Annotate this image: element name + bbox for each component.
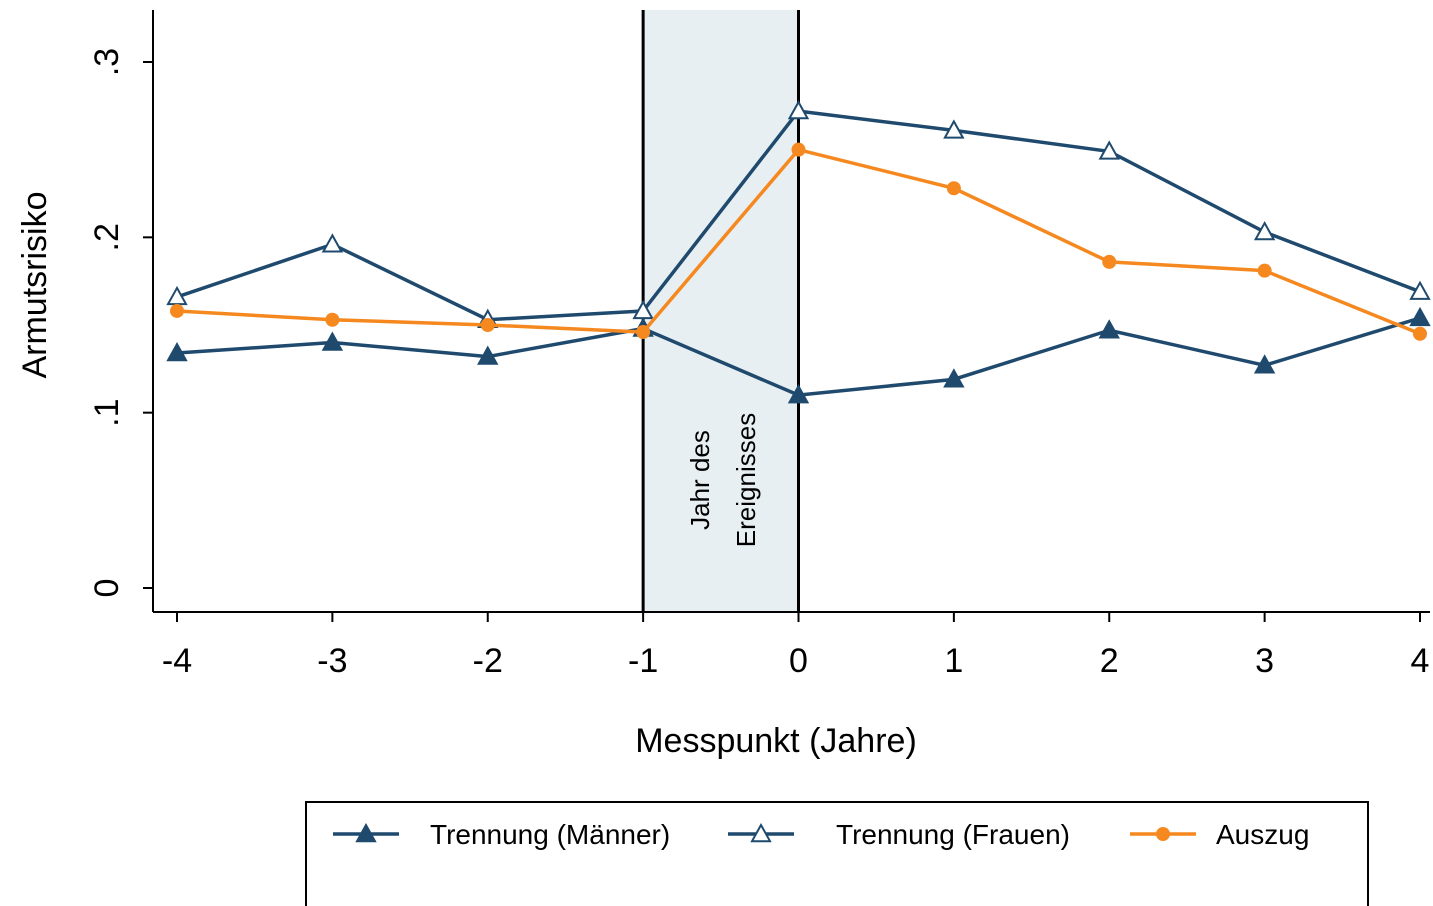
- data-point: [1253, 221, 1276, 241]
- y-tick-label: .2: [88, 223, 126, 251]
- data-point: [1409, 280, 1431, 300]
- x-tick-label: 1: [944, 642, 963, 680]
- data-point: [1413, 326, 1427, 341]
- data-point: [943, 119, 965, 139]
- legend-marker: [750, 822, 772, 843]
- data-point: [943, 368, 965, 388]
- event-year-band: [643, 10, 799, 612]
- y-tick-label: .1: [88, 398, 126, 426]
- y-axis-title: Armutsrisiko: [16, 191, 54, 378]
- x-tick-label: 0: [789, 642, 808, 680]
- legend-item: Trennung (Frauen): [728, 819, 1070, 850]
- data-point: [1409, 306, 1431, 327]
- data-point: [1098, 319, 1120, 339]
- event-year-region: Jahr des Ereignisses: [641, 10, 800, 612]
- data-point: [1253, 354, 1276, 374]
- data-point: [791, 142, 806, 157]
- data-point: [632, 299, 654, 320]
- x-tick-label: -3: [317, 642, 347, 680]
- legend-label: Trennung (Männer): [430, 819, 670, 850]
- event-label-line: Ereignisses: [731, 413, 761, 547]
- x-axis-title: Messpunkt (Jahre): [635, 722, 917, 760]
- x-tick-label: 3: [1255, 642, 1274, 680]
- y-tick-label: .3: [88, 48, 126, 76]
- data-point: [166, 341, 188, 362]
- legend-label: Trennung (Frauen): [836, 819, 1070, 850]
- legend: Trennung (Männer) Trennung (Frauen) Auszug: [305, 801, 1369, 906]
- data-point: [1098, 140, 1120, 160]
- series-lines: [166, 100, 1431, 404]
- series-3: [170, 142, 1427, 341]
- data-point: [477, 345, 499, 365]
- event-label-line: Jahr des: [685, 430, 715, 530]
- x-tick-label: 4: [1411, 642, 1430, 680]
- legend-item: Trennung (Männer): [333, 819, 670, 850]
- data-point: [480, 318, 495, 332]
- data-point: [1102, 254, 1117, 269]
- legend-marker: [1156, 827, 1170, 841]
- x-tick-label: -2: [473, 642, 503, 680]
- legend-label: Auszug: [1216, 819, 1309, 850]
- legend-item: Auszug: [1130, 819, 1309, 850]
- axes: 0 .1 .2 .3 -4 -3 -2 -1 0 1 2 3 4: [88, 10, 1430, 680]
- x-tick-label: -1: [628, 642, 658, 680]
- x-tick-label: -4: [162, 642, 192, 680]
- data-point: [1257, 263, 1272, 278]
- data-point: [321, 331, 344, 351]
- legend-box: [305, 801, 1369, 906]
- data-point: [321, 233, 344, 253]
- x-tick-label: 2: [1100, 642, 1119, 680]
- legend-marker: [355, 822, 377, 843]
- data-point: [170, 303, 184, 318]
- data-point: [946, 181, 961, 196]
- y-tick-label: 0: [88, 579, 126, 598]
- data-point: [636, 325, 651, 340]
- data-point: [787, 384, 810, 404]
- data-point: [325, 312, 340, 327]
- series-1: [166, 306, 1431, 404]
- data-point: [787, 100, 810, 120]
